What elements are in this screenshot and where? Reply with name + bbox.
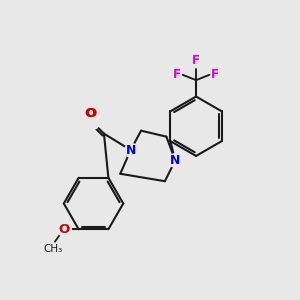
- Text: F: F: [173, 68, 181, 81]
- Text: F: F: [211, 68, 219, 81]
- Text: O: O: [58, 223, 69, 236]
- Text: O: O: [84, 107, 95, 120]
- Text: CH₃: CH₃: [44, 244, 63, 254]
- Text: F: F: [192, 54, 200, 68]
- Text: N: N: [125, 143, 136, 157]
- Text: N: N: [170, 154, 181, 167]
- Text: O: O: [85, 107, 96, 120]
